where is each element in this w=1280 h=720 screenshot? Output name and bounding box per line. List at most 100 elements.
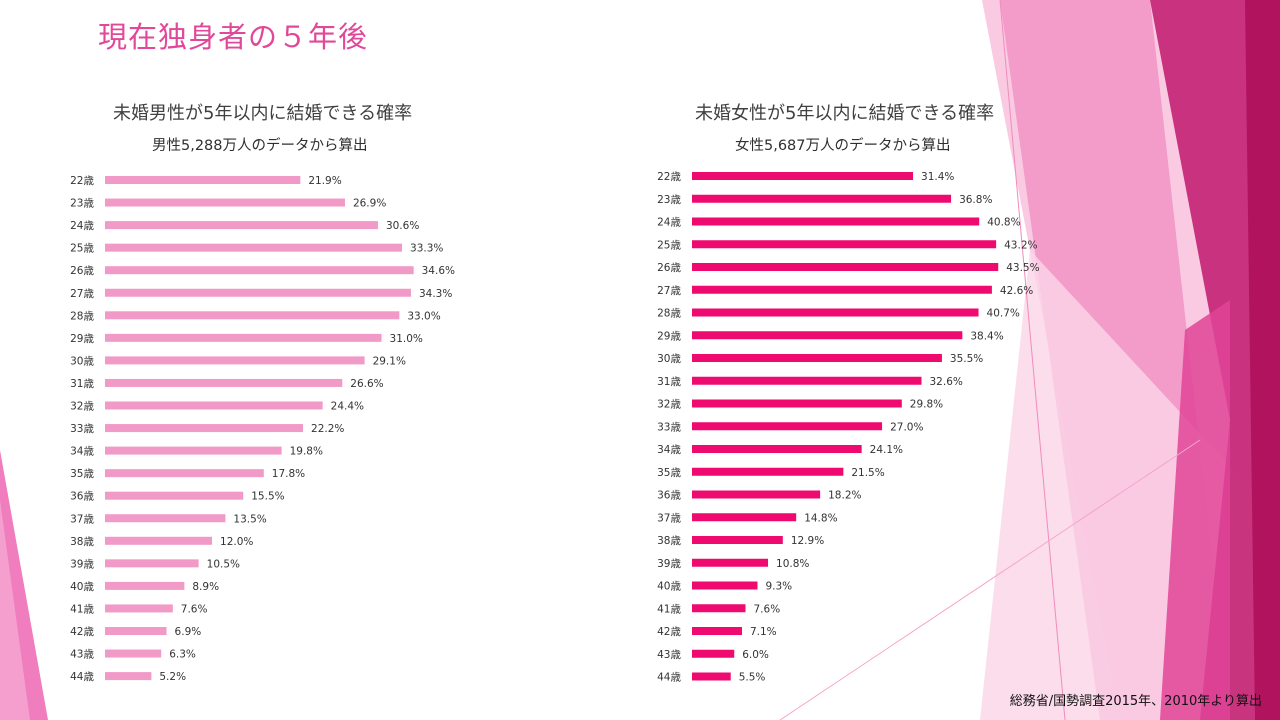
female-data-label: 5.5%	[739, 672, 766, 684]
female-bar	[692, 172, 914, 180]
male-data-label: 8.9%	[192, 581, 219, 593]
male-data-label: 12.0%	[220, 536, 253, 548]
male-bar	[105, 198, 345, 207]
male-tick-label: 35歳	[70, 468, 94, 480]
female-tick-label: 44歳	[657, 672, 681, 684]
female-bar	[692, 376, 922, 385]
female-tick-label: 41歳	[657, 603, 681, 615]
female-tick-label: 31歳	[657, 376, 681, 388]
male-data-label: 17.8%	[272, 468, 305, 480]
male-chart-svg: 22歳 21.9% 23歳 26.9% 24歳 30.6% 25歳 33.3% 26歳 34.6%…	[70, 175, 455, 683]
male-bar	[105, 424, 304, 433]
female-tick-label: 33歳	[657, 421, 681, 433]
female-tick-label: 42歳	[657, 626, 681, 638]
female-bar	[692, 422, 883, 431]
female-bar	[692, 354, 942, 362]
male-bar	[105, 288, 411, 297]
bg-thin-line	[999, 0, 1066, 720]
female-tick-label: 43歳	[657, 649, 681, 661]
female-tick-label: 26歳	[657, 262, 681, 274]
male-bar	[105, 536, 213, 545]
male-data-label: 30.6%	[386, 220, 419, 232]
male-bar	[105, 333, 382, 342]
female-bar	[692, 445, 862, 453]
female-tick-label: 32歳	[657, 399, 681, 411]
male-tick-label: 22歳	[70, 175, 94, 187]
source-note: 総務省/国勢調査2015年、2010年より算出	[1009, 694, 1262, 709]
male-bar	[105, 401, 323, 410]
female-data-label: 40.8%	[987, 217, 1020, 229]
bg-shape-left-light	[0, 500, 30, 720]
female-tick-label: 28歳	[657, 308, 681, 320]
female-bar	[692, 308, 979, 317]
male-bar	[105, 581, 185, 590]
male-data-label: 13.5%	[233, 513, 266, 525]
female-bar	[692, 263, 999, 271]
female-data-label: 9.3%	[765, 581, 792, 593]
male-tick-label: 41歳	[70, 603, 94, 615]
female-tick-label: 37歳	[657, 512, 681, 524]
female-bar	[692, 240, 997, 249]
female-tick-label: 38歳	[657, 535, 681, 547]
male-chart-subtitle: 男性5,288万人のデータから算出	[152, 138, 368, 154]
male-bar	[105, 649, 162, 658]
male-tick-label: 31歳	[70, 378, 94, 390]
female-bar	[692, 672, 731, 681]
slide-title: 現在独身者の５年後	[98, 20, 369, 54]
female-tick-label: 39歳	[657, 558, 681, 570]
male-bar	[105, 311, 400, 320]
male-data-label: 7.6%	[181, 603, 208, 615]
female-data-label: 10.8%	[776, 558, 809, 570]
male-tick-label: 26歳	[70, 265, 94, 277]
male-bar	[105, 469, 264, 478]
female-data-label: 29.8%	[910, 399, 943, 411]
female-tick-label: 27歳	[657, 285, 681, 297]
male-bar	[105, 672, 152, 681]
female-bar	[692, 513, 797, 522]
male-bar	[105, 604, 173, 613]
male-tick-label: 23歳	[70, 198, 94, 210]
female-tick-label: 22歳	[657, 171, 681, 183]
male-bar	[105, 378, 343, 387]
female-tick-label: 24歳	[657, 217, 681, 229]
male-data-label: 31.0%	[390, 333, 423, 345]
male-bar	[105, 221, 378, 230]
female-data-label: 27.0%	[890, 421, 923, 433]
female-data-label: 43.2%	[1004, 239, 1037, 251]
male-bar	[105, 266, 414, 275]
female-chart-subtitle: 女性5,687万人のデータから算出	[735, 138, 951, 154]
female-tick-label: 30歳	[657, 353, 681, 365]
male-tick-label: 25歳	[70, 243, 94, 255]
male-data-label: 6.9%	[175, 626, 202, 638]
female-bar	[692, 217, 980, 226]
male-data-label: 24.4%	[331, 401, 364, 413]
male-tick-label: 42歳	[70, 626, 94, 638]
female-bar	[692, 285, 992, 294]
female-bar	[692, 604, 746, 613]
male-data-label: 34.6%	[422, 265, 455, 277]
female-bar	[692, 399, 902, 408]
female-tick-label: 23歳	[657, 194, 681, 206]
male-tick-label: 30歳	[70, 355, 94, 367]
male-data-label: 5.2%	[159, 671, 186, 683]
female-bar	[692, 467, 844, 476]
male-tick-label: 37歳	[70, 513, 94, 525]
male-data-label: 21.9%	[308, 175, 341, 187]
bg-thin-line-2	[779, 439, 1201, 720]
male-tick-label: 38歳	[70, 536, 94, 548]
male-bar	[105, 491, 244, 500]
male-tick-label: 39歳	[70, 558, 94, 570]
female-data-label: 6.0%	[742, 649, 769, 661]
female-data-label: 43.5%	[1006, 262, 1039, 274]
female-data-label: 7.1%	[750, 626, 777, 638]
male-marriage-probability-chart: 22歳 21.9% 23歳 26.9% 24歳 30.6% 25歳 33.3% 26歳 34.6%…	[50, 168, 510, 688]
male-data-label: 6.3%	[169, 649, 196, 661]
male-data-label: 26.9%	[353, 198, 386, 210]
female-data-label: 14.8%	[804, 512, 837, 524]
female-bar	[692, 649, 735, 658]
male-data-label: 19.8%	[290, 446, 323, 458]
male-tick-label: 29歳	[70, 333, 94, 345]
female-bar	[692, 331, 963, 340]
male-data-label: 15.5%	[251, 491, 284, 503]
bg-shape-right-deep	[1245, 0, 1280, 720]
